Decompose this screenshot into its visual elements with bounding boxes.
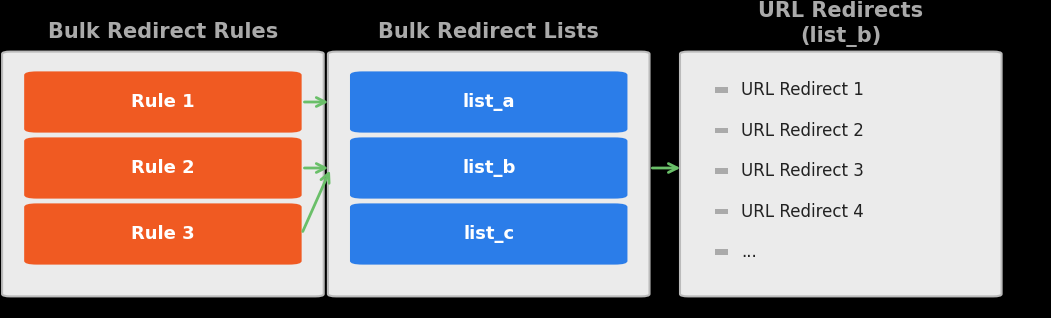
- Text: URL Redirect 2: URL Redirect 2: [741, 121, 864, 140]
- Text: list_a: list_a: [462, 93, 515, 111]
- Text: URL Redirect 4: URL Redirect 4: [741, 203, 864, 220]
- FancyBboxPatch shape: [2, 52, 324, 296]
- Text: Rule 3: Rule 3: [131, 225, 194, 243]
- Text: URL Redirects
(list_b): URL Redirects (list_b): [758, 1, 924, 47]
- Text: Rule 1: Rule 1: [131, 93, 194, 111]
- FancyBboxPatch shape: [24, 72, 302, 133]
- FancyBboxPatch shape: [24, 204, 302, 265]
- FancyBboxPatch shape: [350, 72, 627, 133]
- FancyBboxPatch shape: [715, 87, 728, 93]
- FancyBboxPatch shape: [715, 168, 728, 174]
- FancyBboxPatch shape: [328, 52, 650, 296]
- Text: Bulk Redirect Lists: Bulk Redirect Lists: [378, 22, 599, 42]
- Text: list_b: list_b: [462, 159, 515, 177]
- Text: list_c: list_c: [463, 225, 514, 243]
- Text: ...: ...: [741, 243, 757, 261]
- FancyBboxPatch shape: [715, 249, 728, 255]
- FancyBboxPatch shape: [24, 137, 302, 199]
- Text: URL Redirect 1: URL Redirect 1: [741, 81, 864, 99]
- FancyBboxPatch shape: [715, 209, 728, 214]
- Text: Bulk Redirect Rules: Bulk Redirect Rules: [47, 22, 279, 42]
- FancyBboxPatch shape: [715, 128, 728, 133]
- Text: Rule 2: Rule 2: [131, 159, 194, 177]
- FancyBboxPatch shape: [350, 137, 627, 199]
- Text: URL Redirect 3: URL Redirect 3: [741, 162, 864, 180]
- FancyBboxPatch shape: [350, 204, 627, 265]
- FancyBboxPatch shape: [680, 52, 1002, 296]
